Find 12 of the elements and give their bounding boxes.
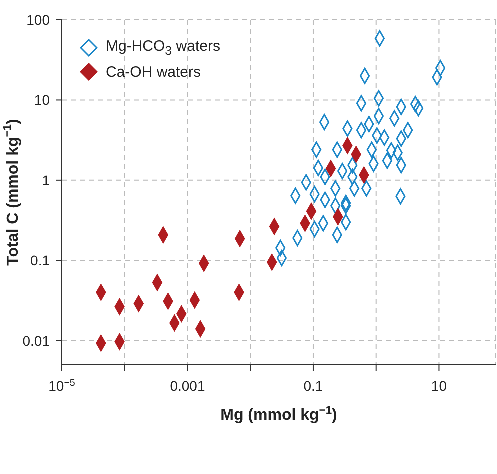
y-tick-label: 10	[34, 92, 50, 108]
x-tick-label: 0.001	[170, 378, 206, 394]
x-tick-label: 0.1	[304, 378, 324, 394]
x-axis-title: Mg (mmol kg$^{−1}$)	[220, 405, 338, 424]
legend-label: Ca-OH waters	[106, 64, 202, 80]
y-tick-label: 0.1	[30, 252, 50, 269]
y-tick-label: 100	[26, 12, 50, 28]
legend-label: Mg-HCO$_{3}$ waters	[106, 38, 220, 58]
y-tick-label: 0.01	[22, 332, 50, 349]
y-tick-label: 1	[42, 172, 50, 188]
x-tick-label: 10	[431, 378, 448, 394]
x-tick-label: 10$^{−5}$	[48, 378, 76, 394]
